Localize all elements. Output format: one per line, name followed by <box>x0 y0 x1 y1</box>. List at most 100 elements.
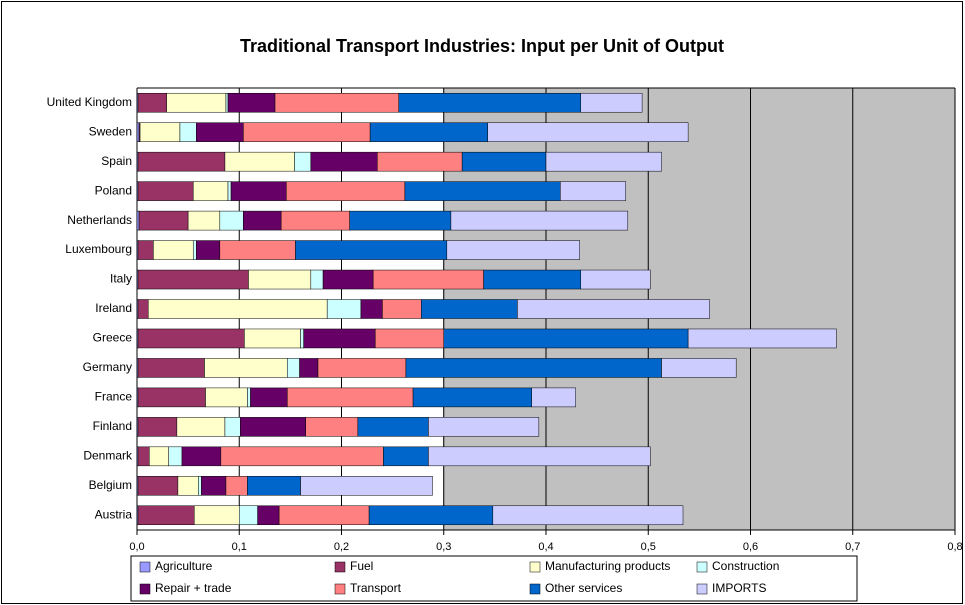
bar-segment <box>580 92 643 113</box>
bar-segment <box>377 151 463 172</box>
bar-segment <box>374 328 444 349</box>
bar-segment <box>317 358 407 378</box>
bar-segment <box>219 210 244 231</box>
bar-segment <box>220 446 384 467</box>
bar-segment <box>560 181 627 201</box>
bar-segment <box>300 328 304 349</box>
bar-segment <box>230 181 287 201</box>
x-tick-label: 0,1 <box>232 541 247 553</box>
bar-segment <box>274 92 400 113</box>
bar-segment <box>661 358 737 378</box>
legend-label: Repair + trade <box>155 581 232 595</box>
legend-label: Fuel <box>350 559 373 573</box>
legend-label: Other services <box>545 581 622 595</box>
bar-segment <box>287 387 414 408</box>
bar-segment <box>136 122 140 142</box>
bar-segment <box>225 92 229 113</box>
bar-segment <box>369 122 488 142</box>
legend-swatch <box>696 561 708 573</box>
bar-segment <box>303 328 376 349</box>
bar-segment <box>299 358 319 378</box>
bar-segment <box>137 358 205 378</box>
legend-label: Manufacturing products <box>545 559 670 573</box>
y-tick-label: Spain <box>101 154 132 168</box>
bar-segment <box>687 328 837 349</box>
bar-segment <box>239 505 258 526</box>
bar-segment <box>383 446 429 467</box>
bar-segment <box>244 328 301 349</box>
bar-segment <box>483 269 582 290</box>
bar-segment <box>243 210 282 231</box>
y-tick-label: Denmark <box>83 449 133 463</box>
bar-segment <box>278 505 370 526</box>
bar-segment <box>247 476 301 496</box>
bar-segment <box>357 417 429 437</box>
legend-label: Construction <box>712 559 779 573</box>
bar-segment <box>196 240 221 260</box>
legend-swatch <box>529 561 541 573</box>
y-tick-label: France <box>95 390 133 404</box>
bar-segment <box>136 210 140 231</box>
bar-segment <box>287 358 300 378</box>
bar-segment <box>286 181 406 201</box>
bar-segment <box>461 151 547 172</box>
bar-segment <box>310 151 378 172</box>
bar-segment <box>187 210 221 231</box>
x-tick-label: 0,0 <box>129 541 144 553</box>
bar-segment <box>240 417 306 437</box>
bar-segment <box>181 446 222 467</box>
bar-segment <box>421 299 518 319</box>
bar-segment <box>192 181 229 201</box>
bar-segment <box>147 299 328 319</box>
bar-segment <box>137 151 226 172</box>
bar-segment <box>517 299 710 319</box>
bar-segment <box>310 269 324 290</box>
y-tick-label: Ireland <box>95 301 132 315</box>
bar-segment <box>247 387 251 408</box>
bar-segment <box>487 122 689 142</box>
y-tick-label: Luxembourg <box>65 242 132 256</box>
bar-segment <box>300 476 433 496</box>
bar-segment <box>176 417 226 437</box>
bar-segment <box>224 417 241 437</box>
bar-segment <box>137 476 179 496</box>
bar-segment <box>545 151 662 172</box>
x-tick-label: 0,5 <box>641 541 656 553</box>
bar-segment <box>201 476 227 496</box>
bar-segment <box>149 446 169 467</box>
y-tick-label: Finland <box>93 419 132 433</box>
bar-segment <box>412 387 532 408</box>
y-tick-label: United Kingdom <box>47 95 132 109</box>
bar-segment <box>219 240 296 260</box>
bar-segment <box>225 476 248 496</box>
x-tick-label: 0,2 <box>334 541 349 553</box>
bar-segment <box>305 417 359 437</box>
bar-segment <box>398 92 582 113</box>
bar-segment <box>248 269 312 290</box>
bar-segment <box>368 505 494 526</box>
bar-segment <box>349 210 452 231</box>
y-tick-label: Greece <box>93 331 133 345</box>
bar-segment <box>326 299 362 319</box>
bar-segment <box>360 299 383 319</box>
bar-segment <box>137 240 154 260</box>
bar-segment <box>580 269 651 290</box>
bar-segment <box>428 446 651 467</box>
bar-segment <box>450 210 629 231</box>
bar-segment <box>428 417 540 437</box>
bar-segment <box>192 240 197 260</box>
legend-label: Transport <box>350 581 402 595</box>
bar-segment <box>492 505 684 526</box>
bar-segment <box>250 387 288 408</box>
bar-segment <box>137 446 150 467</box>
bar-segment <box>443 328 689 349</box>
bar-segment <box>194 505 240 526</box>
bar-segment <box>294 151 312 172</box>
y-tick-label: Belgium <box>89 478 132 492</box>
bar-segment <box>137 299 149 319</box>
bar-segment <box>204 358 288 378</box>
bar-segment <box>531 387 576 408</box>
legend-swatch <box>334 561 346 573</box>
bar-segment <box>179 122 197 142</box>
